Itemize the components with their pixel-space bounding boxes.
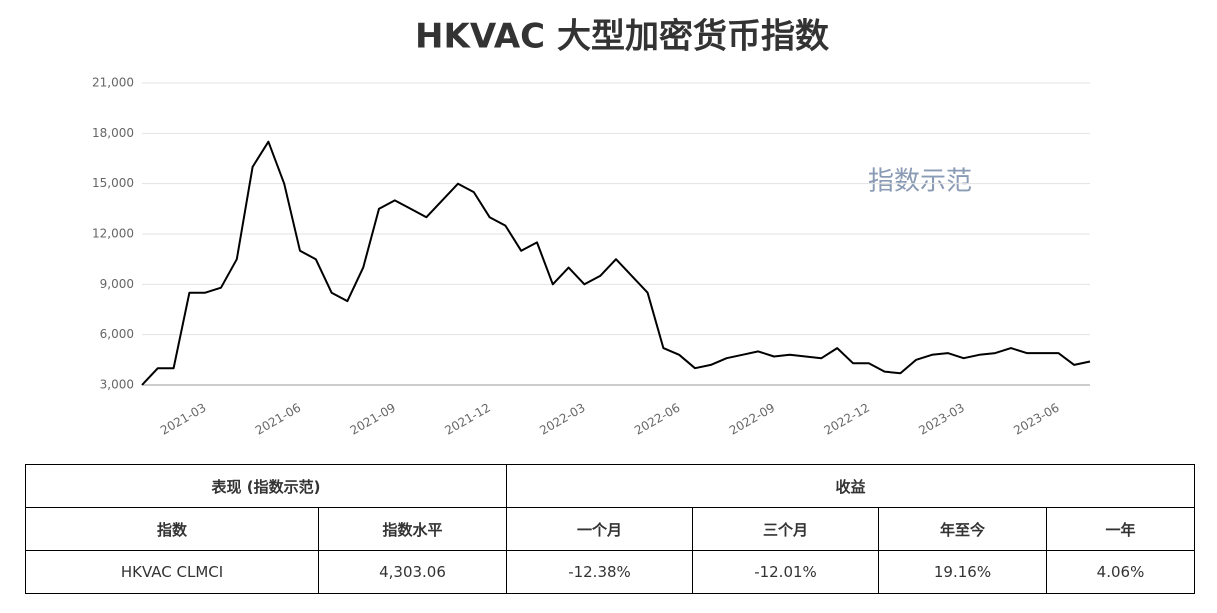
chart-title: HKVAC 大型加密货币指数	[415, 17, 829, 57]
x-tick-label: 2021-12	[442, 401, 492, 438]
y-tick-label: 9,000	[100, 277, 134, 291]
header: 年至今	[878, 507, 1047, 551]
cell: 4,303.06	[318, 550, 507, 594]
y-tick-label: 15,000	[92, 176, 134, 190]
y-tick-label: 12,000	[92, 227, 134, 241]
x-tick-label: 2021-09	[348, 401, 398, 438]
cell: HKVAC CLMCI	[25, 550, 319, 594]
x-tick-label: 2021-06	[253, 401, 303, 438]
y-tick-label: 3,000	[100, 378, 134, 392]
y-tick-label: 6,000	[100, 327, 134, 341]
y-tick-label: 21,000	[92, 76, 134, 90]
header: 指数	[25, 507, 319, 551]
x-tick-label: 2023-03	[916, 401, 966, 438]
header: 一年	[1046, 507, 1195, 551]
cell: -12.01%	[692, 550, 879, 594]
cell: 4.06%	[1046, 550, 1195, 594]
y-tick-label: 18,000	[92, 126, 134, 140]
x-tick-label: 2021-03	[158, 401, 208, 438]
group-header: 表现 (指数示范)	[25, 464, 507, 508]
header: 三个月	[692, 507, 879, 551]
line	[141, 140, 1091, 386]
header: 指数水平	[318, 507, 507, 551]
x-tick-label: 2022-09	[727, 401, 777, 438]
cell: 19.16%	[878, 550, 1047, 594]
annotation: 指数示范	[868, 167, 972, 197]
x-tick-label: 2022-06	[632, 401, 682, 438]
header: 一个月	[506, 507, 693, 551]
group-header: 收益	[506, 464, 1195, 508]
x-tick-label: 2022-12	[822, 401, 872, 438]
cell: -12.38%	[506, 550, 693, 594]
x-tick-label: 2023-06	[1011, 401, 1061, 438]
chart: HKVAC 大型加密货币指数 指数示范 3,000 6,000 9,000 12,00…	[92, 17, 1091, 438]
performance-table: 表现 (指数示范) 收益 指数 指数水平 一个月 三个月 年至今 一年 HKVA…	[25, 464, 1195, 594]
x-tick-label: 2022-03	[537, 401, 587, 438]
